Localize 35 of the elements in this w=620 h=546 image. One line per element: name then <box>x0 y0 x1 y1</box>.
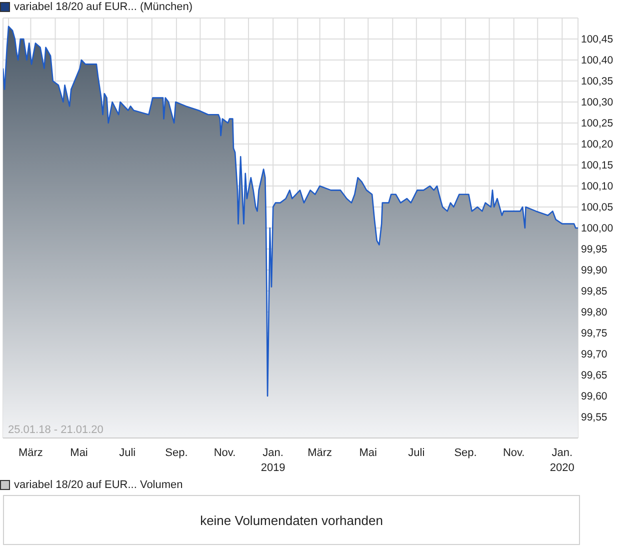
x-tick-label: Jan. 2020 <box>550 447 574 474</box>
y-tick-label: 100,10 <box>581 180 614 193</box>
y-tick-label: 100,05 <box>581 202 614 214</box>
text: keine Volumendaten vorhanden <box>200 512 383 528</box>
y-tick-label: 99,55 <box>581 412 608 424</box>
y-tick-label: 100,00 <box>581 222 614 235</box>
y-tick-label: 100,35 <box>581 76 614 88</box>
y-tick-label: 100,25 <box>581 118 614 130</box>
y-tick-label: 99,85 <box>581 286 608 298</box>
x-tick-label: Juli <box>408 447 425 459</box>
x-tick-label: März <box>18 447 43 459</box>
y-tick-label: 99,95 <box>581 244 608 256</box>
y-tick-label: 100,15 <box>581 160 614 172</box>
x-tick-label: Nov. <box>502 447 525 459</box>
y-tick-label: 100,45 <box>581 34 614 46</box>
y-tick-label: 100,20 <box>581 138 614 151</box>
x-tick-label: Sep. <box>454 447 477 459</box>
y-tick-label: 99,65 <box>581 370 608 382</box>
y-tick-label: 99,80 <box>581 306 608 319</box>
x-tick-label: Mai <box>359 447 377 459</box>
y-tick-label: 100,30 <box>581 96 614 109</box>
x-tick-label: Mai <box>70 447 88 459</box>
y-tick-label: 99,75 <box>581 328 608 340</box>
x-tick-label: Sep. <box>165 447 188 459</box>
text: variabel 18/20 auf EUR... Volumen <box>14 479 183 491</box>
x-tick-label: März <box>308 447 332 459</box>
y-tick-label: 99,60 <box>581 390 608 403</box>
x-tick-label: Juli <box>119 447 136 459</box>
y-tick-label: 100,40 <box>581 54 614 67</box>
y-tick-label: 99,90 <box>581 264 608 277</box>
chart-title: variabel 18/20 auf EUR... (München) <box>14 1 193 13</box>
annotation: 25.01.18 - 21.01.20 <box>8 424 104 436</box>
x-tick-label: Jan. 2019 <box>260 447 286 474</box>
x-tick-label: Nov. <box>214 447 236 459</box>
y-tick-label: 99,70 <box>581 348 608 361</box>
